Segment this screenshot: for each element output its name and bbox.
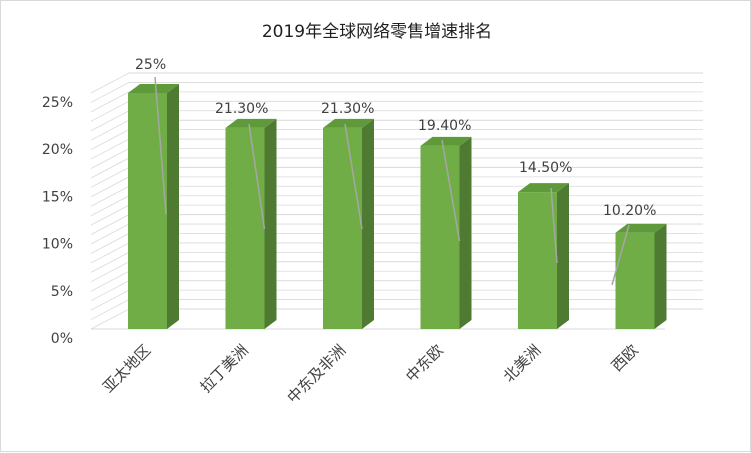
bar-front-face bbox=[420, 145, 460, 329]
bar-1 bbox=[128, 84, 179, 329]
side-wall-gridline bbox=[90, 157, 130, 179]
x-category-label: 中东及非洲 bbox=[284, 341, 350, 407]
bar-3 bbox=[323, 118, 374, 329]
side-wall-gridline bbox=[90, 100, 130, 122]
bar-6 bbox=[615, 223, 667, 329]
bar-top-face bbox=[225, 118, 277, 128]
side-wall-gridline bbox=[90, 299, 130, 320]
side-wall-gridline bbox=[90, 204, 130, 226]
bar-4 bbox=[420, 136, 472, 329]
bar-side-face bbox=[654, 223, 667, 329]
bar-top-face bbox=[323, 118, 374, 128]
side-wall-gridline bbox=[90, 148, 130, 169]
side-wall-gridline bbox=[90, 72, 130, 94]
grid-layer bbox=[90, 72, 703, 330]
data-label: 10.20% bbox=[603, 203, 656, 219]
side-wall-gridline bbox=[90, 195, 130, 217]
data-label: 14.50% bbox=[519, 160, 572, 176]
data-label-leader bbox=[441, 139, 461, 242]
bar-5 bbox=[518, 183, 569, 329]
bar-front-face bbox=[615, 232, 655, 329]
bar-top-face bbox=[518, 183, 569, 193]
data-label-leader bbox=[154, 76, 167, 215]
data-label: 21.30% bbox=[321, 101, 374, 117]
data-label-leader bbox=[550, 187, 558, 264]
bar-front-face bbox=[128, 93, 167, 329]
bar-2 bbox=[225, 118, 277, 329]
chart-title: 2019年全球网络零售增速排名 bbox=[262, 22, 492, 42]
side-wall-gridline bbox=[90, 167, 130, 188]
side-wall-gridline bbox=[90, 233, 130, 254]
bar-front-face bbox=[225, 127, 265, 329]
side-wall-gridline bbox=[90, 129, 130, 150]
side-wall-gridline bbox=[90, 289, 130, 311]
bar-side-face bbox=[557, 183, 569, 329]
y-tick-label: 10% bbox=[42, 237, 73, 253]
data-label-leader bbox=[611, 224, 630, 286]
x-category-label: 亚太地区 bbox=[99, 341, 154, 396]
bar-top-face bbox=[420, 136, 472, 146]
bar-side-face bbox=[167, 84, 179, 329]
data-label-leader bbox=[248, 123, 266, 230]
side-wall-gridline bbox=[90, 308, 130, 330]
side-wall-gridline bbox=[90, 119, 130, 141]
y-tick-label: 25% bbox=[42, 95, 73, 111]
side-wall-gridline bbox=[90, 185, 130, 207]
bar-front-face bbox=[518, 192, 557, 329]
data-label: 21.30% bbox=[215, 101, 268, 117]
side-wall-gridline bbox=[90, 280, 130, 302]
y-tick-label: 20% bbox=[42, 142, 73, 158]
x-axis-category-labels: 亚太地区 拉丁美洲 中东及非洲 中东欧 北美洲 西欧 bbox=[99, 341, 642, 407]
y-tick-label: 0% bbox=[51, 331, 73, 347]
data-label-leader bbox=[344, 123, 363, 230]
bar-top-face bbox=[128, 84, 179, 93]
side-wall-gridline bbox=[90, 82, 130, 103]
x-category-label: 北美洲 bbox=[500, 341, 545, 386]
x-category-label: 中东欧 bbox=[402, 341, 447, 386]
side-wall-gridline bbox=[90, 91, 130, 113]
y-tick-label: 15% bbox=[42, 189, 73, 205]
x-category-label: 拉丁美洲 bbox=[197, 341, 252, 396]
y-tick-label: 5% bbox=[51, 284, 73, 300]
y-axis-tick-labels: 0% 5% 10% 15% 20% 25% bbox=[42, 95, 73, 347]
bar-front-face bbox=[323, 127, 362, 329]
side-wall-gridline bbox=[90, 270, 130, 292]
side-wall-gridline bbox=[90, 242, 130, 264]
side-wall-gridline bbox=[90, 138, 130, 160]
side-wall-gridline bbox=[90, 176, 130, 198]
bar-side-face bbox=[459, 136, 472, 329]
data-label-layer: 25% 21.30% 21.30% 19.40% 14.50% 10.20% bbox=[135, 57, 656, 286]
bar-side-face bbox=[362, 118, 374, 329]
side-wall-gridline bbox=[90, 110, 130, 132]
side-wall-gridline bbox=[90, 223, 130, 245]
side-wall-gridline bbox=[90, 214, 130, 235]
side-wall-gridline bbox=[90, 261, 130, 283]
data-label: 25% bbox=[135, 57, 166, 73]
x-category-label: 西欧 bbox=[608, 341, 642, 375]
bar-side-face bbox=[264, 118, 277, 329]
side-wall-gridline bbox=[90, 252, 130, 273]
bar-layer bbox=[128, 84, 667, 329]
data-label: 19.40% bbox=[418, 118, 471, 134]
